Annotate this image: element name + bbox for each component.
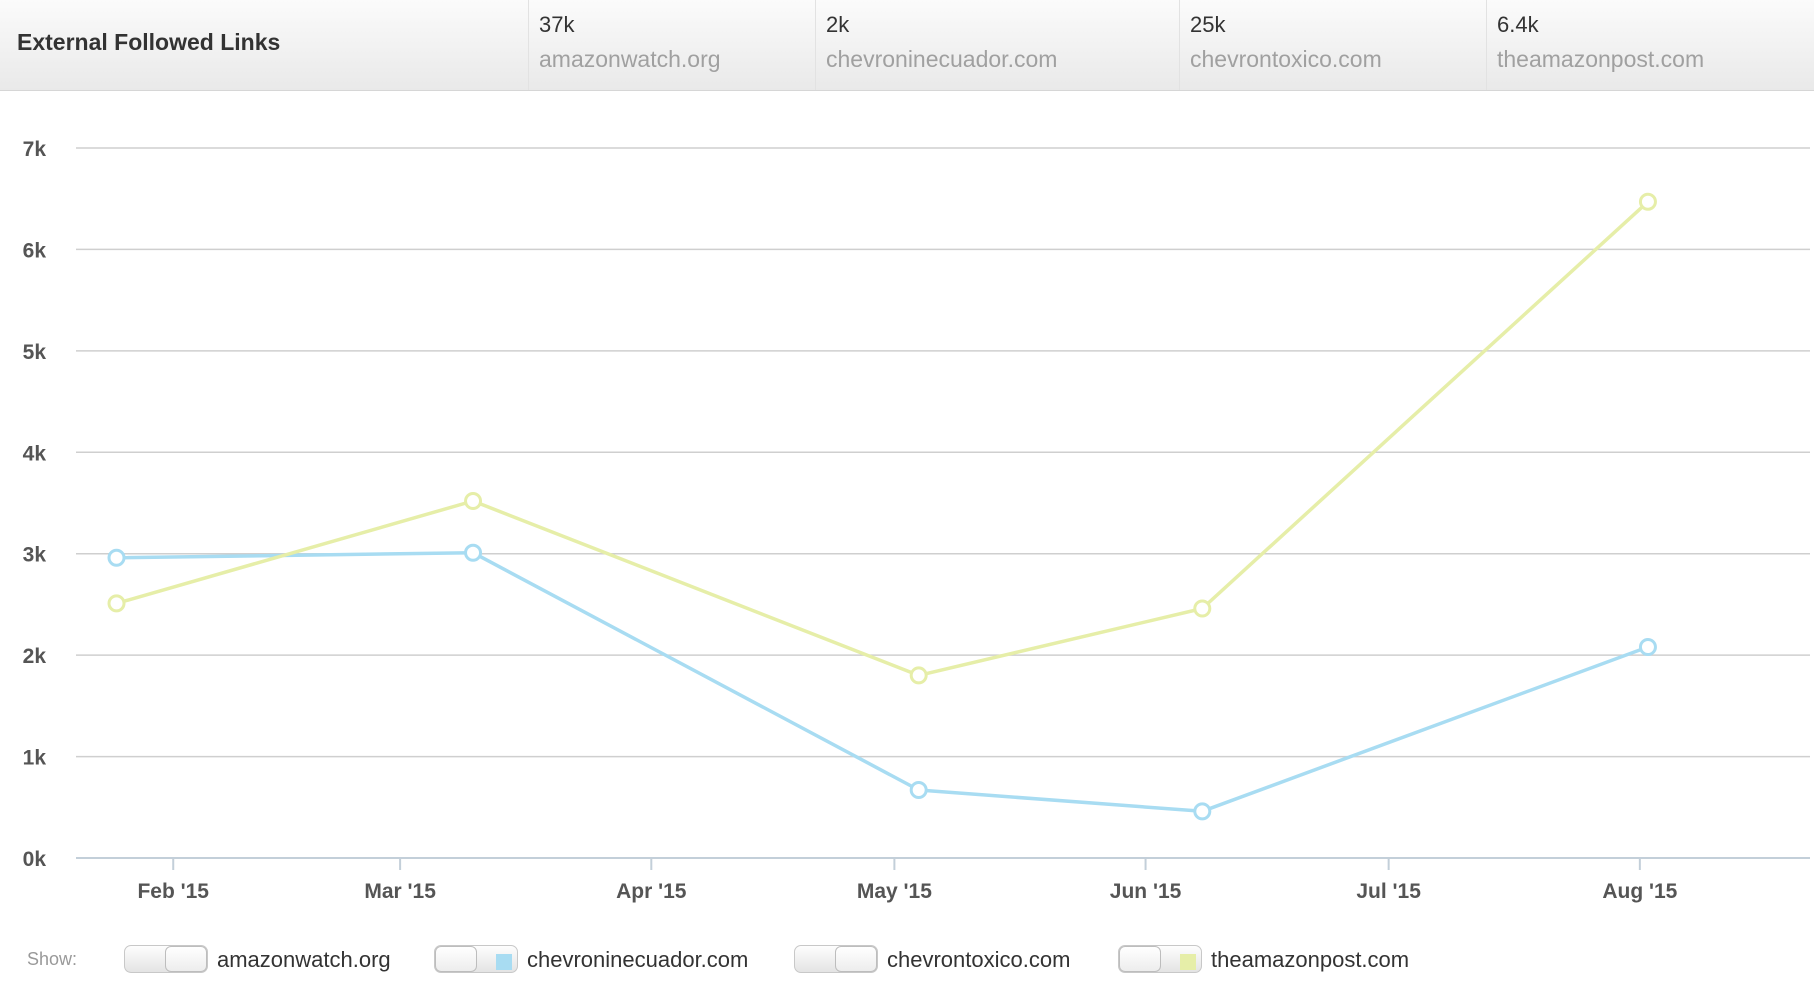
data-point [1638, 638, 1657, 657]
toggle-knob [435, 946, 477, 972]
stat-value: 6.4k [1497, 12, 1539, 37]
x-tick-label: Mar '15 [364, 880, 436, 903]
data-point [909, 781, 928, 800]
y-tick-label: 2k [23, 645, 47, 668]
chart-header: External Followed Links 37k amazonwatch.… [0, 0, 1814, 91]
series-toggle[interactable] [794, 945, 878, 973]
stat-domain: amazonwatch.org [539, 46, 721, 72]
x-tick-label: Jun '15 [1110, 880, 1182, 903]
toggle-knob [165, 946, 207, 972]
toggle-knob [835, 946, 877, 972]
data-point [107, 594, 126, 613]
y-tick-label: 6k [23, 239, 47, 262]
series-line-1 [114, 200, 1650, 678]
y-tick-label: 1k [23, 747, 47, 770]
legend-label: chevroninecuador.com [527, 947, 749, 972]
y-tick-label: 0k [23, 848, 47, 871]
stat-value: 2k [826, 12, 850, 37]
x-tick-label: Feb '15 [137, 880, 209, 903]
stat-chevrontoxico: 25k chevrontoxico.com [1179, 0, 1485, 90]
x-tick-label: Apr '15 [616, 880, 687, 903]
toggle-knob [1119, 946, 1161, 972]
legend: Show: amazonwatch.org chevroninecuador.c… [0, 940, 1814, 980]
stat-domain: chevroninecuador.com [826, 46, 1058, 72]
stat-value: 37k [539, 12, 575, 37]
legend-show-label: Show: [27, 949, 78, 969]
series-toggle[interactable] [434, 945, 518, 973]
stat-value: 25k [1190, 12, 1226, 37]
stat-theamazonpost: 6.4k theamazonpost.com [1486, 0, 1814, 90]
legend-label: chevrontoxico.com [887, 947, 1071, 972]
series-color-swatch [496, 954, 512, 970]
x-tick-label: Jul '15 [1356, 880, 1421, 903]
series-toggle[interactable] [124, 945, 208, 973]
data-point [464, 543, 483, 562]
chart-title: External Followed Links [17, 29, 281, 55]
stat-chevroninecuador: 2k chevroninecuador.com [815, 0, 1178, 90]
series-color-swatch [1180, 954, 1196, 970]
data-point [909, 666, 928, 685]
data-point [107, 548, 126, 567]
y-tick-label: 7k [23, 138, 47, 161]
data-point [464, 491, 483, 510]
series-toggle[interactable] [1118, 945, 1202, 973]
legend-label: theamazonpost.com [1211, 947, 1410, 972]
data-point [1193, 599, 1212, 618]
stat-domain: chevrontoxico.com [1190, 46, 1382, 72]
series-line-0 [114, 550, 1650, 814]
data-point [1638, 192, 1657, 211]
x-tick-label: May '15 [857, 880, 932, 903]
stat-amazonwatch: 37k amazonwatch.org [528, 0, 815, 90]
y-tick-label: 5k [23, 341, 47, 364]
line-chart: 0k 1k 2k 3k 4k 5k 6k 7k Feb '15 Mar '15 Apr '15 May… [23, 138, 1810, 903]
x-tick-label: Aug '15 [1602, 880, 1677, 903]
legend-label: amazonwatch.org [217, 947, 391, 972]
y-tick-label: 3k [23, 544, 47, 567]
stat-domain: theamazonpost.com [1497, 46, 1705, 72]
y-tick-label: 4k [23, 442, 47, 465]
data-point [1193, 802, 1212, 821]
